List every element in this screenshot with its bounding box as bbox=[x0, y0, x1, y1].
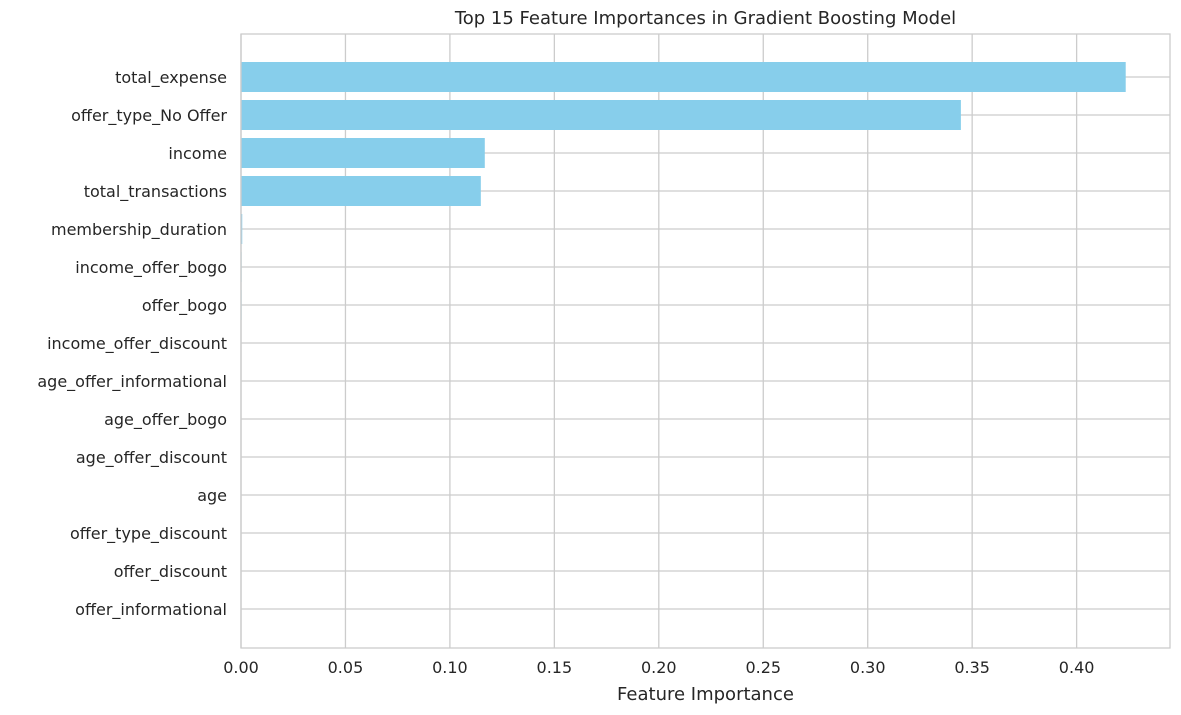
x-tick-label: 0.30 bbox=[850, 658, 886, 677]
x-tick-label: 0.40 bbox=[1059, 658, 1095, 677]
x-tick-label: 0.15 bbox=[537, 658, 573, 677]
y-tick-label: offer_bogo bbox=[142, 296, 227, 316]
x-tick-label: 0.05 bbox=[328, 658, 364, 677]
x-tick-label: 0.10 bbox=[432, 658, 468, 677]
x-tick-label: 0.00 bbox=[223, 658, 259, 677]
y-tick-label: age bbox=[197, 486, 227, 505]
y-tick-label: total_transactions bbox=[84, 182, 227, 202]
y-tick-labels: total_expense offer_type_No Offer income to… bbox=[37, 68, 227, 620]
y-tick-label: total_expense bbox=[115, 68, 227, 88]
y-tick-label: age_offer_bogo bbox=[104, 410, 227, 430]
x-axis-label: Feature Importance bbox=[617, 684, 794, 705]
chart-title: Top 15 Feature Importances in Gradient B… bbox=[454, 8, 956, 29]
y-tick-label: membership_duration bbox=[51, 220, 227, 240]
y-tick-label: offer_informational bbox=[75, 600, 227, 620]
x-tick-label: 0.35 bbox=[954, 658, 990, 677]
plot-frame bbox=[240, 33, 1171, 649]
x-tick-label: 0.20 bbox=[641, 658, 677, 677]
bars bbox=[241, 62, 1126, 586]
y-tick-label: income_offer_discount bbox=[47, 334, 227, 354]
bar-total-transactions bbox=[241, 176, 481, 206]
y-tick-label: income_offer_bogo bbox=[75, 258, 227, 278]
x-tick-labels: 0.00 0.05 0.10 0.15 0.20 0.25 0.30 0.35 0.40 bbox=[223, 658, 1094, 677]
y-tick-label: offer_type_No Offer bbox=[71, 106, 227, 126]
y-tick-label: age_offer_discount bbox=[76, 448, 227, 468]
y-tick-label: income bbox=[168, 144, 227, 163]
y-tick-label: age_offer_informational bbox=[37, 372, 227, 392]
y-tick-label: offer_discount bbox=[114, 562, 227, 582]
y-tick-label: offer_type_discount bbox=[70, 524, 227, 544]
bar-income bbox=[241, 138, 485, 168]
x-tick-label: 0.25 bbox=[745, 658, 781, 677]
bar-offer-type-no-offer bbox=[241, 100, 961, 130]
bar-total-expense bbox=[241, 62, 1126, 92]
